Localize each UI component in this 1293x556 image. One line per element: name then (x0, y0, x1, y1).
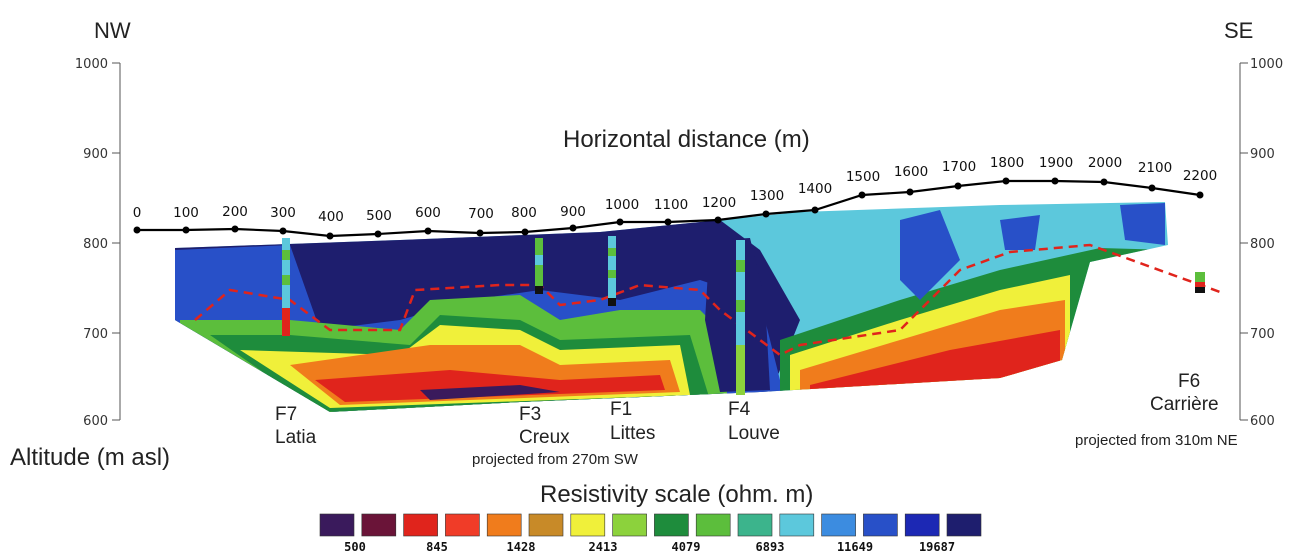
altitude-axis-title: Altitude (m asl) (10, 444, 170, 471)
orientation-left-label: NW (94, 18, 131, 43)
borehole-f7-column (282, 238, 290, 336)
distance-label-1400: 1400 (798, 181, 832, 197)
distance-label-400: 400 (318, 209, 344, 225)
right-tick-800: 800 (1250, 237, 1275, 252)
distance-labels: 0 100 200 300 400 500 600 700 800 900 10… (133, 155, 1217, 225)
borehole-f3-column (535, 238, 543, 294)
left-tick-700: 700 (83, 327, 108, 342)
distance-label-1500: 1500 (846, 169, 880, 185)
scale-label-845: 845 (426, 540, 448, 554)
borehole-f4-name: Louve (728, 423, 780, 444)
scale-label-1428: 1428 (507, 540, 536, 554)
scale-label-11649: 11649 (837, 540, 873, 554)
left-tick-900: 900 (83, 147, 108, 162)
borehole-f7-id: F7 (275, 404, 297, 425)
resistivity-scale-swatches (319, 513, 982, 537)
left-tick-1000: 1000 (75, 57, 108, 72)
topography-profile (133, 177, 1204, 240)
scale-swatch-7 (570, 513, 606, 537)
scale-swatch-13 (821, 513, 856, 537)
borehole-f4-id: F4 (728, 399, 751, 420)
distance-label-600: 600 (415, 205, 441, 221)
distance-label-2100: 2100 (1138, 160, 1172, 176)
borehole-f6-projection-note: projected from 310m NE (1075, 432, 1238, 449)
distance-label-100: 100 (173, 205, 199, 221)
right-tick-700: 700 (1250, 327, 1275, 342)
scale-swatch-9 (654, 513, 689, 537)
distance-label-1600: 1600 (894, 164, 928, 180)
scale-label-4079: 4079 (672, 540, 701, 554)
distance-label-1000: 1000 (605, 197, 639, 213)
distance-label-2200: 2200 (1183, 168, 1217, 184)
scale-swatch-12 (779, 513, 815, 537)
distance-label-300: 300 (270, 205, 296, 221)
scale-label-6893: 6893 (756, 540, 785, 554)
scale-swatch-3 (403, 513, 438, 537)
scale-swatch-5 (486, 513, 522, 537)
scale-swatch-2 (361, 513, 397, 537)
borehole-f1-name: Littes (610, 423, 655, 444)
scale-swatch-16 (946, 513, 982, 537)
distance-label-2000: 2000 (1088, 155, 1122, 171)
borehole-f3-id: F3 (519, 404, 541, 425)
borehole-f7-name: Latia (275, 427, 317, 448)
scale-swatch-1 (319, 513, 355, 537)
right-tick-600: 600 (1250, 414, 1275, 429)
scale-label-19687: 19687 (919, 540, 955, 554)
borehole-f6-name: Carrière (1150, 394, 1219, 415)
right-tick-1000: 1000 (1250, 57, 1283, 72)
scale-swatch-4 (445, 513, 480, 537)
scale-swatch-8 (612, 513, 647, 537)
distance-label-1900: 1900 (1039, 155, 1073, 171)
left-tick-600: 600 (83, 414, 108, 429)
borehole-f1-projection-note: projected from 270m SW (472, 451, 639, 468)
scale-swatch-11 (737, 513, 773, 537)
borehole-f4-column (736, 240, 745, 395)
scale-swatch-6 (528, 513, 564, 537)
scale-swatch-15 (904, 513, 940, 537)
distance-label-900: 900 (560, 204, 586, 220)
distance-axis-title: Horizontal distance (m) (563, 126, 810, 153)
distance-label-1300: 1300 (750, 188, 784, 204)
borehole-f3-name: Creux (519, 427, 570, 448)
distance-label-1200: 1200 (702, 195, 736, 211)
left-altitude-axis: 1000 900 800 700 600 (75, 57, 121, 429)
distance-label-1100: 1100 (654, 197, 688, 213)
left-tick-800: 800 (83, 237, 108, 252)
distance-label-700: 700 (468, 206, 494, 222)
borehole-f1-id: F1 (610, 399, 632, 420)
borehole-f1-column (608, 236, 616, 306)
resistivity-section (175, 202, 1221, 412)
resistivity-scale-title: Resistivity scale (ohm. m) (540, 481, 813, 508)
distance-label-800: 800 (511, 205, 537, 221)
borehole-f6-column (1195, 272, 1205, 293)
right-tick-900: 900 (1250, 147, 1275, 162)
scale-label-2413: 2413 (589, 540, 618, 554)
distance-label-200: 200 (222, 204, 248, 220)
borehole-columns (282, 236, 1205, 395)
resistivity-scale-labels: 500 845 1428 2413 4079 6893 11649 19687 (344, 540, 955, 554)
right-altitude-axis: 1000 900 800 700 600 (1239, 57, 1283, 429)
borehole-f6-id: F6 (1178, 371, 1200, 392)
distance-label-0: 0 (133, 205, 142, 221)
distance-label-500: 500 (366, 208, 392, 224)
scale-swatch-10 (695, 513, 731, 537)
scale-swatch-14 (863, 513, 898, 537)
scale-label-500: 500 (344, 540, 366, 554)
distance-label-1700: 1700 (942, 159, 976, 175)
distance-label-1800: 1800 (990, 155, 1024, 171)
orientation-right-label: SE (1224, 18, 1253, 43)
